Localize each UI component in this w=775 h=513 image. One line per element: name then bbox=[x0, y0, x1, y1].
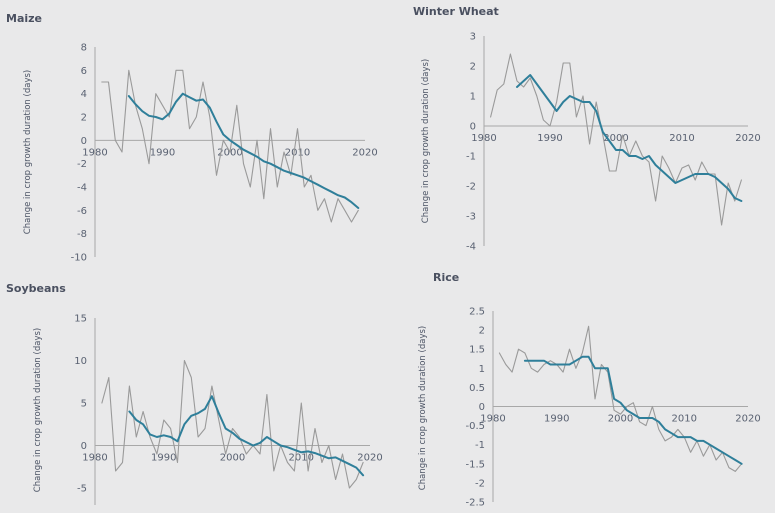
x-tick-label: 1980 bbox=[471, 133, 496, 144]
y-tick-label: -3 bbox=[466, 212, 476, 223]
x-tick-label: 2000 bbox=[603, 133, 628, 144]
x-tick-label: 2010 bbox=[669, 133, 694, 144]
x-tick-label: 1980 bbox=[82, 453, 107, 464]
y-tick-label: 1 bbox=[479, 364, 485, 375]
y-tick-label: -1.5 bbox=[465, 459, 485, 470]
plot-area-soybeans: 15 10 5 0 -5 1980 1990 2000 2010 2020 bbox=[74, 314, 383, 505]
y-tick-label: -4 bbox=[77, 183, 87, 194]
y-tick-label: -2.5 bbox=[465, 498, 485, 509]
x-tick-label: 1980 bbox=[480, 414, 505, 425]
annual-series-line-maize bbox=[101, 69, 359, 223]
smoothed-trend-line-rice bbox=[523, 355, 743, 465]
y-tick-label: 15 bbox=[74, 314, 87, 325]
y-tick-label: 0 bbox=[479, 402, 485, 413]
panel-title-soybeans: Soybeans bbox=[6, 282, 66, 295]
plot-area-rice: 2.5 2 1.5 1 0.5 0 -0.5 -1 -1.5 -2 -2.5 1980 1990 2000… bbox=[465, 307, 760, 509]
ylabel-maize: Change in crop growth duration (days) bbox=[23, 70, 33, 234]
panel-title-winter-wheat: Winter Wheat bbox=[413, 5, 499, 18]
y-tick-label: 0 bbox=[81, 441, 87, 452]
panel-title-maize: Maize bbox=[6, 12, 42, 25]
y-tick-label: 1 bbox=[470, 92, 476, 103]
plot-area-winter-wheat: 3 2 1 0 -1 -2 -3 -4 1980 1990 2000 2010 2020 bbox=[466, 32, 761, 253]
y-tick-label: 3 bbox=[470, 32, 476, 43]
x-tick-label: 2010 bbox=[289, 453, 314, 464]
y-tick-label: -10 bbox=[71, 253, 87, 264]
y-tick-label: -2 bbox=[475, 478, 485, 489]
y-tick-label: 2 bbox=[81, 113, 87, 124]
y-tick-label: 0 bbox=[81, 136, 87, 147]
ylabel-rice: Change in crop growth duration (days) bbox=[418, 326, 428, 490]
x-tick-label: 1980 bbox=[82, 147, 107, 158]
y-tick-label: 6 bbox=[81, 66, 87, 77]
x-tick-label: 1990 bbox=[537, 133, 562, 144]
y-tick-label: 10 bbox=[74, 356, 87, 367]
y-tick-label: 5 bbox=[81, 399, 87, 410]
x-tick-label: 2020 bbox=[357, 453, 382, 464]
y-tick-label: -2 bbox=[77, 159, 87, 170]
y-tick-label: 8 bbox=[81, 43, 87, 54]
smoothed-trend-line-maize bbox=[127, 92, 360, 209]
x-tick-label: 1990 bbox=[150, 147, 175, 158]
y-tick-label: -2 bbox=[466, 182, 476, 193]
plot-area-maize: 8 6 4 2 0 -2 -4 -6 -8 -10 1980 1990 2000 2010 2020 bbox=[71, 43, 378, 264]
x-tick-label: 2020 bbox=[735, 133, 760, 144]
x-tick-label: 2000 bbox=[608, 414, 633, 425]
smoothed-trend-line-soybeans bbox=[128, 395, 365, 477]
y-tick-label: -4 bbox=[466, 242, 476, 253]
panel-rice: Rice Change in crop growth duration (day… bbox=[418, 271, 761, 509]
smoothed-trend-line-winter-wheat bbox=[516, 74, 743, 202]
y-tick-label: 0.5 bbox=[469, 383, 485, 394]
x-tick-label: 1990 bbox=[544, 414, 569, 425]
annual-series-line-rice bbox=[498, 325, 743, 472]
annual-series-line-soybeans bbox=[101, 359, 364, 489]
x-tick-label: 2000 bbox=[217, 147, 242, 158]
ylabel-soybeans: Change in crop growth duration (days) bbox=[33, 328, 43, 492]
x-tick-label: 2000 bbox=[220, 453, 245, 464]
y-tick-label: -0.5 bbox=[465, 421, 485, 432]
panel-title-rice: Rice bbox=[433, 271, 459, 284]
x-tick-label: 2010 bbox=[672, 414, 697, 425]
y-tick-label: 2 bbox=[479, 326, 485, 337]
y-tick-label: 0 bbox=[470, 122, 476, 133]
y-tick-label: 2 bbox=[470, 62, 476, 73]
x-tick-label: 2020 bbox=[352, 147, 377, 158]
annual-series-line-winter-wheat bbox=[490, 53, 742, 226]
x-tick-label: 2020 bbox=[735, 414, 760, 425]
y-tick-label: -1 bbox=[475, 440, 485, 451]
y-tick-label: -1 bbox=[466, 152, 476, 163]
panel-maize: Maize Change in crop growth duration (da… bbox=[6, 12, 378, 264]
y-tick-label: -8 bbox=[77, 229, 87, 240]
ylabel-winter-wheat: Change in crop growth duration (days) bbox=[421, 59, 431, 223]
panel-soybeans: Soybeans Change in crop growth duration … bbox=[6, 282, 383, 505]
y-tick-label: -5 bbox=[77, 484, 87, 495]
x-tick-label: 2010 bbox=[285, 147, 310, 158]
y-tick-label: 4 bbox=[81, 89, 87, 100]
y-tick-label: -6 bbox=[77, 206, 87, 217]
panel-winter-wheat: Winter Wheat Change in crop growth durat… bbox=[413, 5, 761, 253]
y-tick-label: 1.5 bbox=[469, 345, 485, 356]
y-tick-label: 2.5 bbox=[469, 307, 485, 318]
x-tick-label: 1990 bbox=[151, 453, 176, 464]
